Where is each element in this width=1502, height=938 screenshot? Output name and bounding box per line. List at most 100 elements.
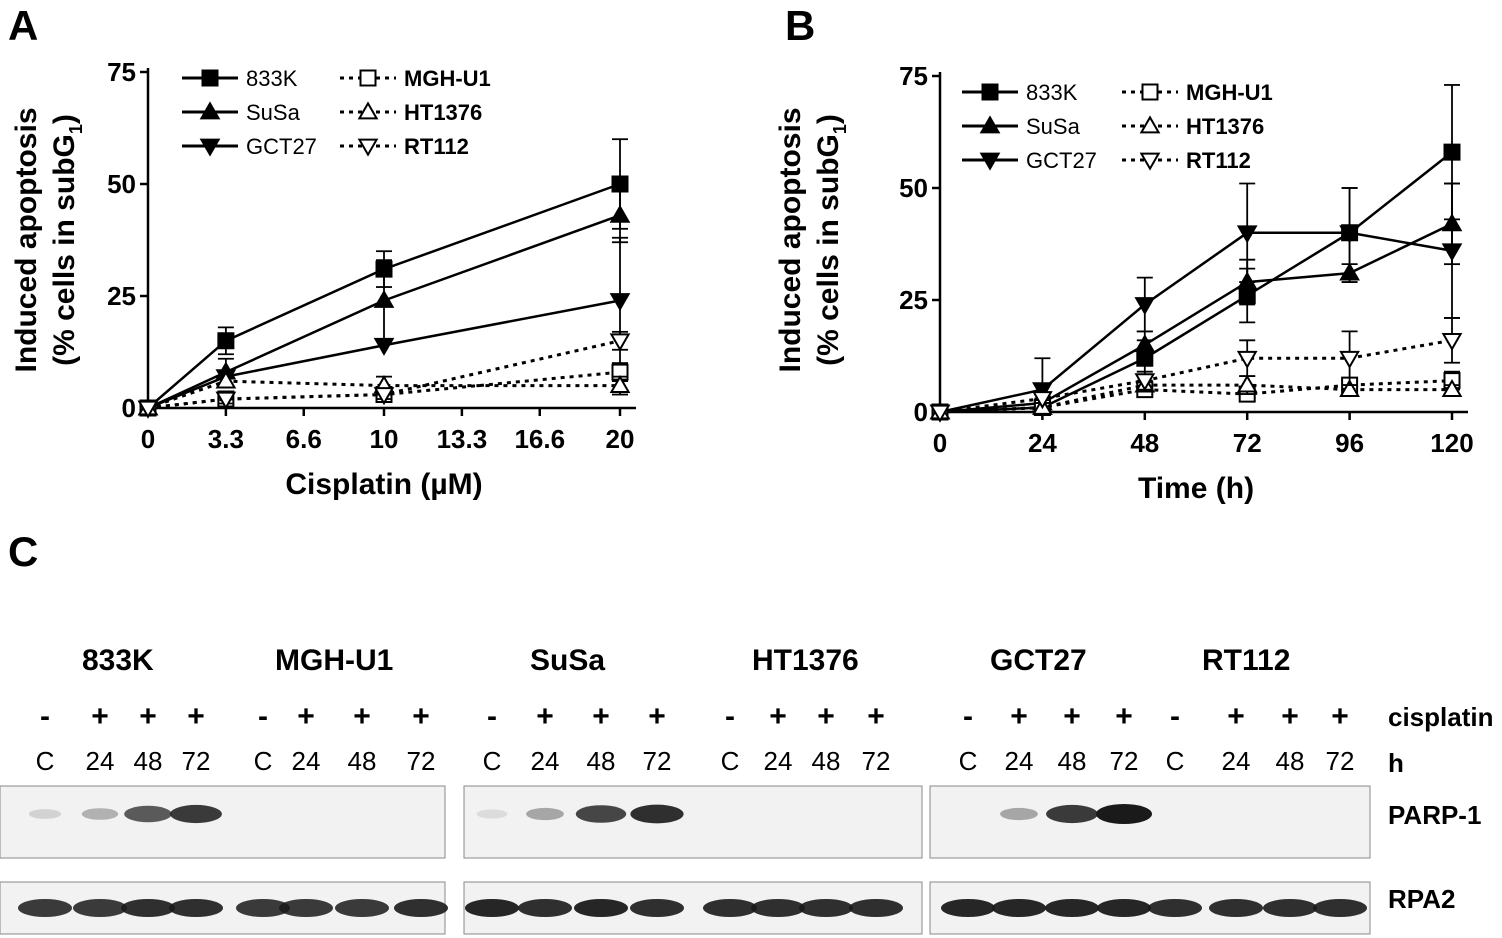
x-tick-label: 20 bbox=[606, 424, 635, 454]
rpa2-band bbox=[703, 899, 757, 917]
time-label: 72 bbox=[642, 746, 672, 776]
parp1-band bbox=[1046, 804, 1098, 824]
treatment-sign: + bbox=[769, 700, 787, 733]
x-tick-label: 120 bbox=[1430, 428, 1473, 458]
treatment-sign: + bbox=[139, 700, 157, 733]
x-axis-label: Time (h) bbox=[1138, 472, 1254, 505]
y-tick-label: 0 bbox=[914, 397, 928, 427]
data-point-RT112 bbox=[1441, 332, 1463, 351]
legend-label: RT112 bbox=[404, 134, 469, 159]
legend-marker bbox=[201, 69, 219, 87]
time-label: 24 bbox=[291, 746, 321, 776]
treatment-sign: - bbox=[725, 700, 735, 733]
series-line-833K bbox=[939, 151, 1453, 414]
y-tick-label: 50 bbox=[899, 173, 928, 203]
parp1-band bbox=[575, 805, 627, 823]
treatment-sign: + bbox=[1010, 700, 1028, 733]
series-line-RT112 bbox=[147, 339, 621, 410]
panel-c-letter: C bbox=[8, 528, 39, 575]
x-tick-label: 24 bbox=[1028, 428, 1057, 458]
data-point-RT112 bbox=[1236, 350, 1258, 369]
treatment-sign: + bbox=[592, 700, 610, 733]
y-axis-label: Induced apoptosis (% cells in subG1) bbox=[10, 107, 86, 372]
treatment-sign: - bbox=[963, 700, 973, 733]
treatment-sign: + bbox=[648, 700, 666, 733]
rpa2-band bbox=[236, 899, 290, 917]
data-point-833K bbox=[217, 332, 235, 350]
chart-b: 0 25 50 75 0 24 48 72 96 120 Time (h) Induced apopt… bbox=[774, 61, 1474, 505]
time-label: 24 bbox=[1221, 746, 1251, 776]
treatment-sign: + bbox=[297, 700, 315, 733]
treatment-sign: - bbox=[40, 700, 50, 733]
legend-label: RT112 bbox=[1186, 148, 1251, 173]
legend-label: 833K bbox=[1026, 80, 1078, 105]
data-point-GCT27 bbox=[609, 293, 631, 312]
cell-line-label: HT1376 bbox=[752, 644, 859, 677]
rpa2-band bbox=[1097, 899, 1151, 917]
cell-line-label: 833K bbox=[82, 644, 154, 677]
series-line-SuSa bbox=[939, 222, 1453, 414]
legend-label: SuSa bbox=[246, 100, 301, 125]
parp1-band bbox=[476, 809, 508, 819]
treatment-sign: + bbox=[187, 700, 205, 733]
panel-b-letter: B bbox=[785, 2, 816, 49]
data-point-SuSa bbox=[373, 289, 395, 308]
data-point-HT1376 bbox=[1441, 378, 1463, 397]
x-tick-label: 6.6 bbox=[286, 424, 322, 454]
y-axis-label-line1: Induced apoptosis bbox=[10, 107, 43, 372]
parp1-band bbox=[124, 805, 172, 823]
legend-label: GCT27 bbox=[246, 134, 317, 159]
y-tick-label: 50 bbox=[107, 169, 136, 199]
time-label: 24 bbox=[530, 746, 560, 776]
rpa2-band bbox=[799, 899, 853, 917]
time-label: C bbox=[482, 746, 502, 776]
legend-label: GCT27 bbox=[1026, 148, 1097, 173]
data-point-833K bbox=[1443, 143, 1461, 161]
rpa2-band bbox=[279, 899, 333, 917]
time-label: 48 bbox=[586, 746, 616, 776]
data-point-HT1376 bbox=[1236, 374, 1258, 393]
data-point-GCT27 bbox=[1236, 225, 1258, 244]
y-axis-label-line2: (% cells in subG1) bbox=[812, 114, 850, 366]
parp1-membrane bbox=[463, 785, 923, 859]
legend-marker bbox=[1141, 83, 1159, 101]
data-point-SuSa bbox=[1134, 334, 1156, 353]
data-point-RT112 bbox=[1339, 350, 1360, 369]
time-label: C bbox=[958, 746, 978, 776]
data-point-HT1376 bbox=[215, 370, 237, 389]
time-label: C bbox=[35, 746, 55, 776]
y-tick-label: 25 bbox=[107, 281, 136, 311]
rpa2-label: RPA2 bbox=[1388, 884, 1456, 914]
treatment-sign: - bbox=[1170, 700, 1180, 733]
rpa2-band bbox=[1148, 899, 1202, 917]
parp1-band bbox=[81, 808, 119, 820]
rpa2-band bbox=[1045, 899, 1099, 917]
data-point-GCT27 bbox=[1441, 243, 1463, 262]
legend-label: SuSa bbox=[1026, 114, 1081, 139]
time-label: 48 bbox=[133, 746, 163, 776]
series-line-RT112 bbox=[939, 338, 1453, 414]
parp1-band bbox=[1000, 807, 1038, 821]
legend-label: HT1376 bbox=[1186, 114, 1264, 139]
data-point-RT112 bbox=[373, 387, 395, 406]
rpa2-band bbox=[849, 899, 903, 917]
data-point-GCT27 bbox=[1032, 382, 1053, 401]
y-tick-label: 75 bbox=[899, 61, 928, 91]
legend-marker bbox=[199, 101, 221, 120]
parp1-band bbox=[170, 804, 222, 824]
series-line-SuSa bbox=[147, 214, 621, 410]
x-tick-label: 3.3 bbox=[208, 424, 244, 454]
rpa2-band bbox=[574, 899, 628, 917]
data-point-RT112 bbox=[1134, 373, 1156, 392]
y-axis-label-line2: (% cells in subG1) bbox=[48, 114, 86, 366]
rpa2-band bbox=[518, 899, 572, 917]
x-tick-label: 0 bbox=[141, 424, 155, 454]
cell-line-label: RT112 bbox=[1202, 644, 1291, 677]
time-label: 72 bbox=[406, 746, 436, 776]
rpa2-band bbox=[1263, 899, 1317, 917]
data-point-SuSa bbox=[609, 204, 631, 223]
x-tick-label: 48 bbox=[1130, 428, 1159, 458]
treatment-sign: + bbox=[1227, 700, 1245, 733]
legend-marker bbox=[979, 115, 1001, 134]
y-axis-label: Induced apoptosis (% cells in subG1) bbox=[774, 107, 850, 372]
